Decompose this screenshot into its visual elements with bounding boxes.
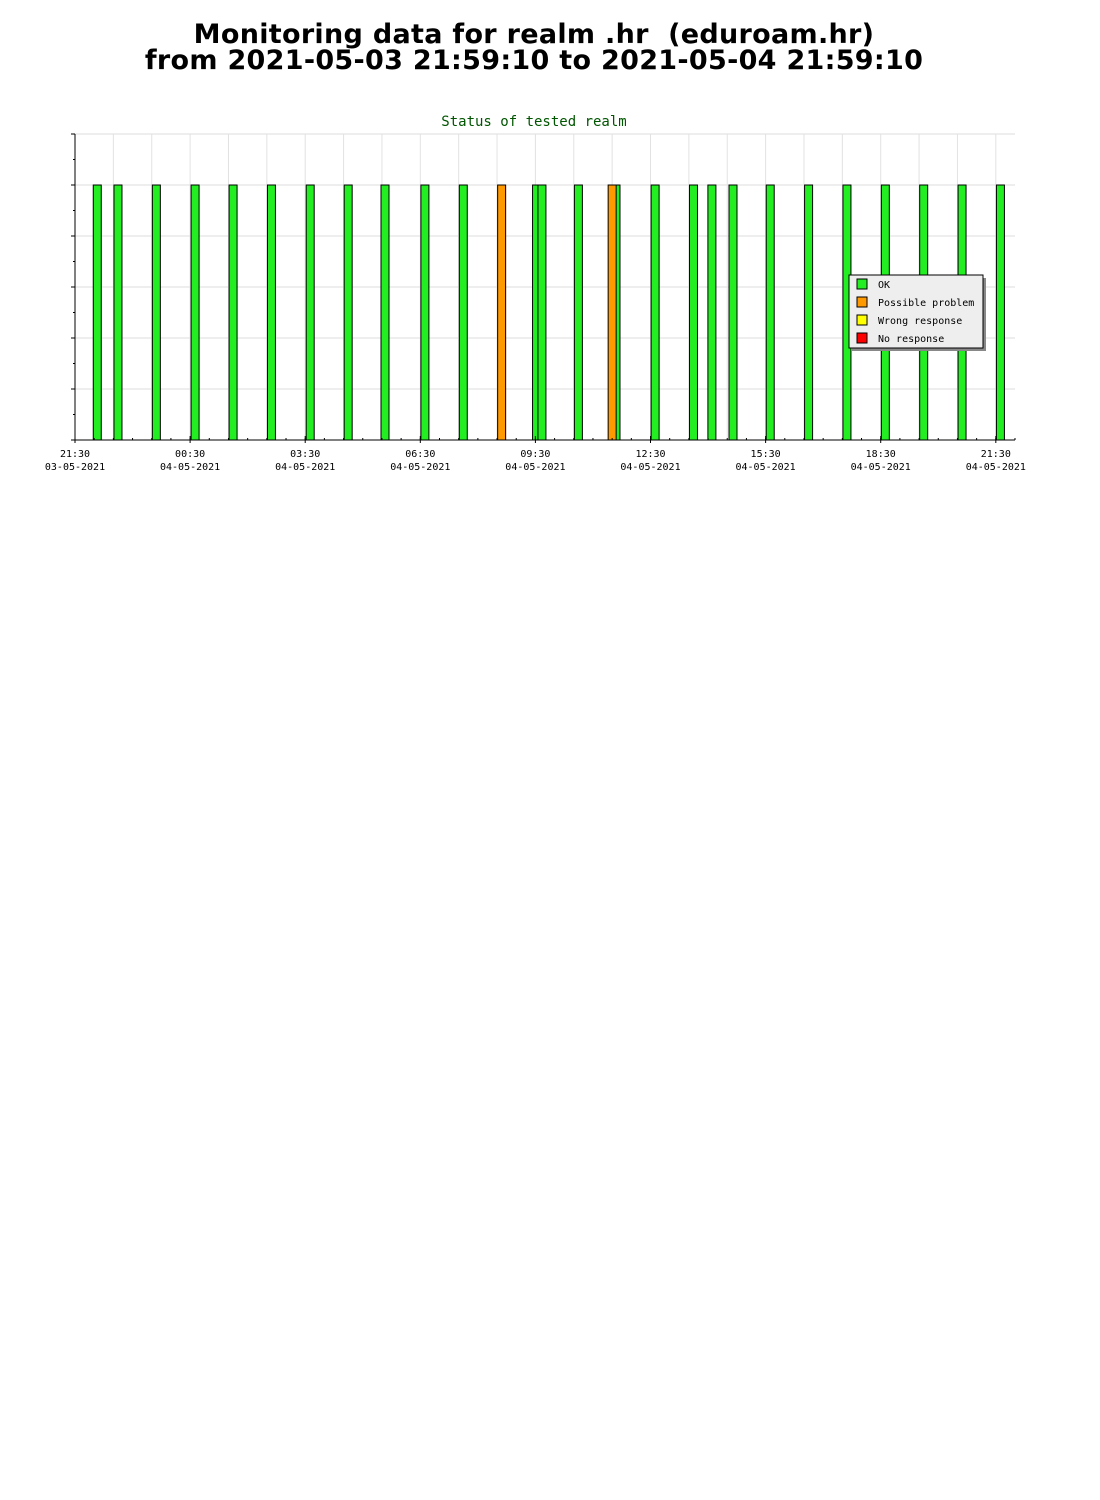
bar-possible-problem — [497, 184, 507, 441]
legend-label: OK — [878, 280, 890, 291]
x-tick-date-label: 04-05-2021 — [620, 462, 680, 473]
bar-ok — [266, 184, 276, 441]
x-tick-date-label: 04-05-2021 — [736, 462, 796, 473]
page-title-line-1: Monitoring data for realm .hr (eduroam.h… — [193, 19, 875, 50]
legend-swatch — [856, 296, 868, 308]
bar-ok — [420, 184, 430, 441]
bar-ok — [380, 184, 390, 441]
bar-ok — [92, 184, 102, 441]
x-tick-time-label: 00:30 — [175, 449, 205, 460]
status-chart: 21:30 03-05-2021 00:30 04-05-2021 03:30 04-05… — [45, 114, 1026, 473]
bar-ok — [151, 184, 161, 441]
bar-ok — [728, 184, 738, 441]
bar-ok — [765, 184, 775, 441]
page-title-line-2: from 2021-05-03 21:59:10 to 2021-05-04 2… — [144, 45, 924, 76]
x-tick-date-label: 03-05-2021 — [45, 462, 105, 473]
legend-label: No response — [878, 334, 944, 345]
legend-box — [848, 274, 984, 349]
bar-ok — [113, 184, 123, 441]
bar-ok — [190, 184, 200, 441]
x-tick-time-label: 09:30 — [520, 449, 550, 460]
x-tick-date-label: 04-05-2021 — [160, 462, 220, 473]
bar-ok — [804, 184, 814, 441]
chart-title: Status of tested realm — [441, 114, 626, 130]
x-tick-time-label: 15:30 — [751, 449, 781, 460]
bar-ok — [458, 184, 468, 441]
x-tick-time-label: 03:30 — [290, 449, 320, 460]
x-tick-date-label: 04-05-2021 — [505, 462, 565, 473]
bar-ok — [650, 184, 660, 441]
legend-label: Possible problem — [878, 298, 974, 309]
x-tick-date-label: 04-05-2021 — [966, 462, 1026, 473]
legend-swatch — [856, 332, 868, 344]
bar-ok — [995, 184, 1005, 441]
x-tick-time-label: 12:30 — [635, 449, 665, 460]
bar-possible-problem — [607, 184, 617, 441]
bar-ok — [343, 184, 353, 441]
axis-layer: 21:30 03-05-2021 00:30 04-05-2021 03:30 04-05… — [45, 133, 1026, 473]
bar-ok — [707, 184, 717, 441]
x-tick-time-label: 06:30 — [405, 449, 435, 460]
x-tick-time-label: 21:30 — [981, 449, 1011, 460]
x-tick-time-label: 21:30 — [60, 449, 90, 460]
x-tick-date-label: 04-05-2021 — [851, 462, 911, 473]
bar-ok — [305, 184, 315, 441]
legend-label: Wrong response — [878, 316, 962, 327]
legend: OK Possible problem Wrong response No respo… — [848, 274, 986, 351]
page-heading: Monitoring data for realm .hr (eduroam.h… — [0, 19, 1068, 76]
x-tick-time-label: 18:30 — [866, 449, 896, 460]
legend-swatch — [856, 314, 868, 326]
x-tick-date-label: 04-05-2021 — [275, 462, 335, 473]
legend-swatch — [856, 278, 868, 290]
bar-ok — [688, 184, 698, 441]
bar-ok — [228, 184, 238, 441]
bar-ok — [537, 184, 547, 441]
bar-ok — [573, 184, 583, 441]
x-tick-date-label: 04-05-2021 — [390, 462, 450, 473]
